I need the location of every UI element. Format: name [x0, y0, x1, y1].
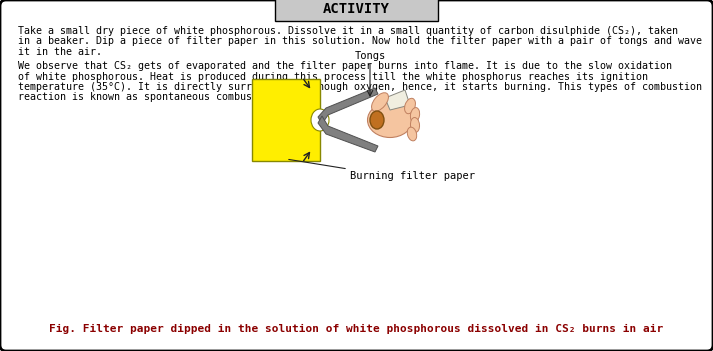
Ellipse shape — [370, 111, 384, 129]
Text: temperature (35°C). It is directly surrounded by enough oxygen, hence, it starts: temperature (35°C). It is directly surro… — [18, 82, 702, 92]
Ellipse shape — [404, 98, 416, 114]
FancyBboxPatch shape — [252, 79, 320, 161]
Text: reaction is known as spontaneous combustion.: reaction is known as spontaneous combust… — [18, 93, 282, 102]
FancyBboxPatch shape — [275, 0, 438, 21]
Ellipse shape — [367, 102, 413, 138]
Ellipse shape — [411, 118, 419, 132]
Ellipse shape — [311, 109, 329, 131]
Polygon shape — [385, 90, 410, 110]
Text: Tongs: Tongs — [354, 51, 386, 61]
Ellipse shape — [407, 127, 416, 141]
Ellipse shape — [371, 93, 389, 111]
Ellipse shape — [411, 107, 420, 122]
Polygon shape — [318, 116, 378, 152]
Text: in a beaker. Dip a piece of filter paper in this solution. Now hold the filter p: in a beaker. Dip a piece of filter paper… — [18, 37, 702, 46]
Text: Burning filter paper: Burning filter paper — [350, 171, 475, 181]
Text: of white phosphorous. Heat is produced during this process till the white phosph: of white phosphorous. Heat is produced d… — [18, 72, 648, 81]
Text: it in the air.: it in the air. — [18, 47, 102, 57]
Text: We observe that CS₂ gets of evaporated and the filter paper burns into flame. It: We observe that CS₂ gets of evaporated a… — [18, 61, 672, 71]
Text: Take a small dry piece of white phosphorous. Dissolve it in a small quantity of : Take a small dry piece of white phosphor… — [18, 26, 678, 36]
Polygon shape — [318, 88, 378, 124]
Text: Fig. Filter paper dipped in the solution of white phosphorous dissolved in CS₂ b: Fig. Filter paper dipped in the solution… — [49, 324, 663, 334]
Text: ACTIVITY: ACTIVITY — [322, 2, 389, 16]
